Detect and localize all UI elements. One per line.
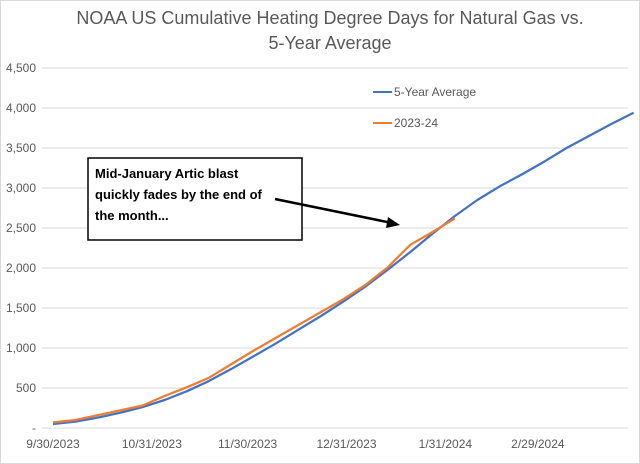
y-tick-label: 4,000 [6, 101, 36, 115]
x-axis: 9/30/2023 10/31/2023 11/30/2023 12/31/2023 1… [26, 437, 565, 451]
y-tick-label: 1,500 [6, 301, 36, 315]
gridlines [42, 67, 628, 429]
x-tick-label: 10/31/2023 [122, 437, 182, 451]
x-tick-label: 12/31/2023 [316, 437, 376, 451]
y-tick-label: 1,000 [6, 341, 36, 355]
x-tick-label: 1/31/2024 [419, 437, 473, 451]
annotation-arrow-head [386, 217, 400, 228]
y-tick-label: 3,000 [6, 181, 36, 195]
legend-label-5-year-average: 5-Year Average [394, 85, 476, 99]
y-tick-label: 4,500 [6, 61, 36, 75]
y-axis: - 500 1,000 1,500 2,000 2,500 3,000 3,500 4,000 4… [6, 61, 36, 435]
legend: 5-Year Average 2023-24 [373, 85, 476, 130]
annotation: Mid-January Artic blast quickly fades by… [87, 157, 400, 241]
annotation-arrow-shaft [274, 197, 393, 225]
chart-title-line-2: 5-Year Average [268, 33, 391, 53]
y-tick-label: 3,500 [6, 141, 36, 155]
annotation-line-2: quickly fades by the end of [95, 187, 263, 202]
series-line-5-year-average [52, 111, 635, 426]
annotation-box [87, 157, 303, 241]
y-tick-label: - [32, 421, 36, 435]
series-line-2023-24 [52, 217, 456, 424]
x-tick-label: 2/29/2024 [511, 437, 565, 451]
y-tick-label: 2,500 [6, 221, 36, 235]
y-tick-label: 500 [16, 381, 36, 395]
x-tick-label: 11/30/2023 [218, 437, 277, 451]
chart-title-line-1: NOAA US Cumulative Heating Degree Days f… [76, 8, 583, 28]
annotation-line-3: the month... [95, 208, 169, 223]
y-tick-label: 2,000 [6, 261, 36, 275]
annotation-line-1: Mid-January Artic blast [95, 166, 239, 181]
legend-label-2023-24: 2023-24 [394, 116, 438, 130]
series-lines [52, 111, 635, 426]
x-tick-label: 9/30/2023 [26, 437, 80, 451]
